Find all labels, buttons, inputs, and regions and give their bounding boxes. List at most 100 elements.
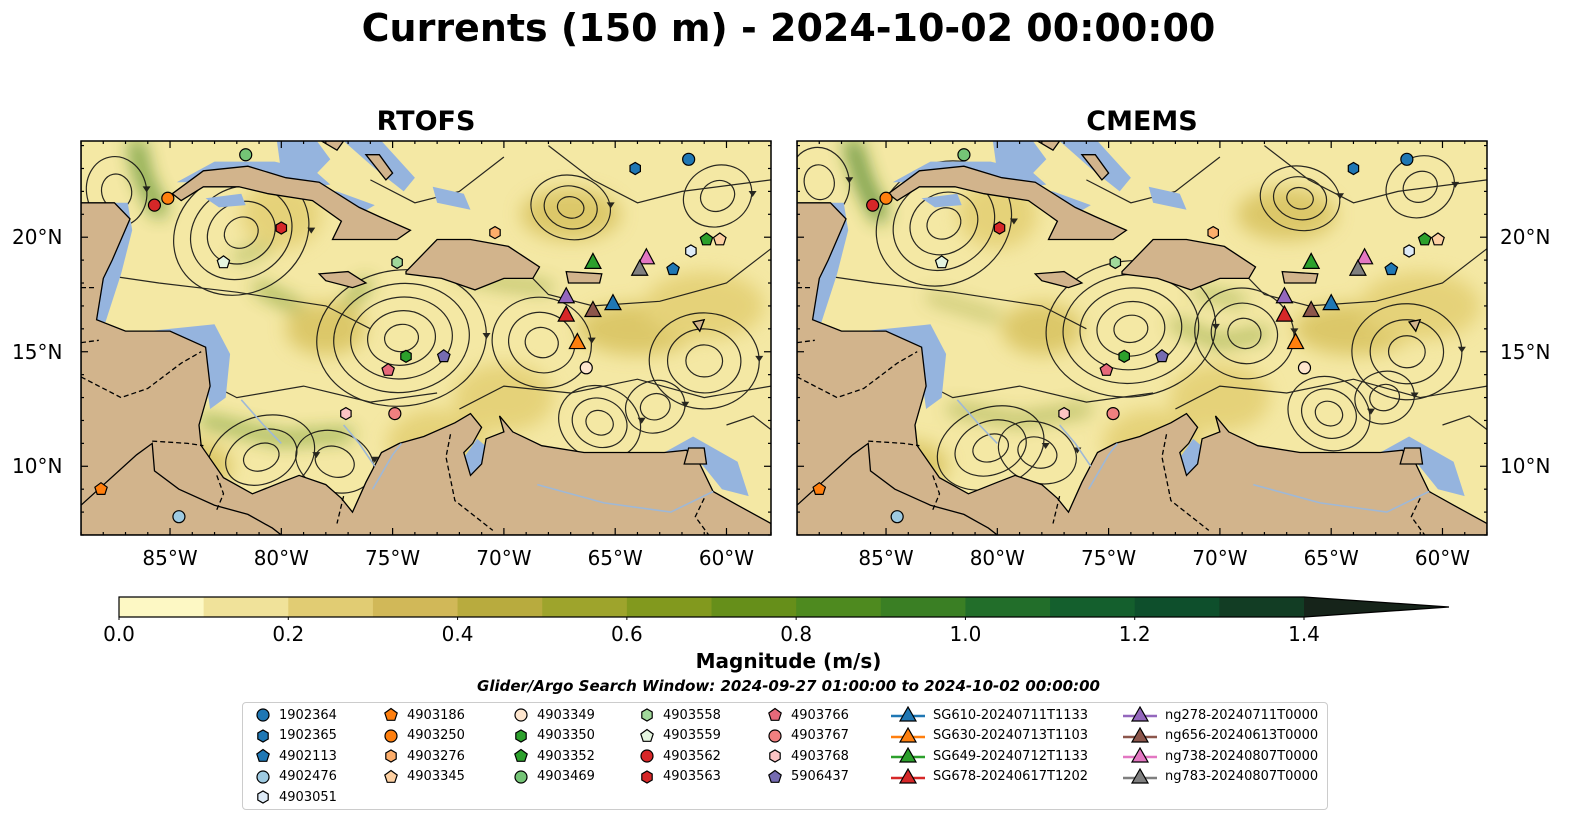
legend-marker-triangle (891, 767, 925, 784)
legend-entry: SG678-20240617T1202 (891, 767, 1088, 787)
marker-4903559 (216, 255, 231, 269)
legend-marker-hexagon (769, 749, 781, 763)
map-panel-rtofs (80, 140, 772, 536)
marker-4903563 (275, 221, 288, 235)
legend-marker-pentagon (514, 748, 528, 762)
search-window-text: Glider/Argo Search Window: 2024-09-27 01… (477, 677, 1100, 695)
land-bahamas_a (1036, 141, 1061, 152)
legend-entry: 4903349 (513, 705, 595, 725)
colorbar-tick-label: 1.4 (1288, 622, 1320, 646)
legend-label: 4903276 (407, 748, 465, 764)
legend-entry: ng783-20240807T0000 (1123, 767, 1318, 787)
marker-4903250 (879, 191, 893, 205)
legend-label: 4903352 (537, 748, 595, 764)
legend-entry: 4903350 (513, 726, 595, 746)
legend-label: ng656-20240613T0000 (1165, 728, 1319, 743)
panel-title-rtofs: RTOFS (376, 106, 476, 137)
legend-marker-circle (256, 769, 270, 784)
map-frame (80, 140, 772, 536)
legend-label: 4903051 (279, 789, 337, 805)
legend-label: 4902476 (279, 769, 337, 784)
legend-marker-hexagon (641, 708, 653, 722)
marker-4903051 (685, 244, 697, 258)
colorbar-tick-label: 0.8 (780, 622, 813, 646)
marker-1902365 (629, 161, 642, 176)
legend-marker-circle (384, 728, 398, 743)
legend-marker-pentagon (384, 707, 398, 721)
legend-label: 4903350 (537, 728, 595, 743)
legend-label: SG610-20240711T1133 (933, 707, 1089, 723)
legend-marker-hexagon (641, 769, 653, 784)
marker-4903345 (1431, 232, 1445, 246)
land-trinidad (1399, 447, 1424, 465)
legend-marker-triangle (1123, 747, 1157, 763)
marker-4903563 (993, 221, 1006, 235)
legend-marker-hexagon (385, 749, 397, 763)
legend-label: 5906437 (791, 769, 849, 784)
marker-4903051 (1403, 244, 1415, 258)
legend-entry: SG630-20240713T1103 (891, 726, 1088, 746)
legend-label: ng278-20240711T0000 (1165, 707, 1319, 723)
marker-4903768 (340, 406, 352, 421)
lat-tick-label: 15°N (12, 339, 63, 364)
legend-entry: SG610-20240711T1133 (891, 705, 1088, 725)
marker-ng656-20240613T0000 (1302, 300, 1321, 318)
legend-marker-pentagon (384, 769, 398, 783)
land-panama_s (81, 442, 283, 535)
legend-entry: 4903562 (639, 746, 721, 766)
lon-tick-label: 65°W (1303, 546, 1359, 570)
lat-tick-label: 20°N (12, 225, 63, 250)
marker-1902364 (682, 152, 696, 166)
legend-entry: ng278-20240711T0000 (1123, 705, 1318, 725)
lat-tick-label: 10°N (1500, 454, 1551, 479)
marker-4903250 (161, 191, 175, 205)
colorbar-tick-label: 1.0 (949, 622, 982, 646)
legend-entry: 4903345 (383, 767, 465, 787)
marker-ng738-20240807T0000 (1355, 247, 1374, 265)
marker-4903350 (1118, 349, 1130, 363)
legend-entry: 1902365 (255, 726, 337, 746)
lon-tick-label: 60°W (698, 546, 755, 570)
legend-marker-triangle (891, 726, 925, 743)
land-trinidad (683, 447, 708, 465)
marker-4903562 (866, 198, 880, 212)
legend-entry: 4903766 (767, 705, 849, 725)
legend-label: 4903558 (663, 707, 721, 723)
map-panel-cmems (796, 140, 1488, 536)
legend-label: 1902365 (279, 728, 337, 743)
legend-marker-pentagon (640, 728, 654, 742)
legend-entry: 4903186 (383, 705, 465, 725)
marker-4903768 (1058, 406, 1070, 421)
land-lesser (691, 318, 706, 333)
lon-tick-label: 75°W (1080, 546, 1137, 570)
lon-tick-label: 60°W (1414, 546, 1471, 570)
panel-title-cmems: CMEMS (1086, 106, 1198, 137)
colorbar-tick-label: 0.2 (272, 622, 305, 646)
marker-ng656-20240613T0000 (583, 300, 602, 318)
land-panama_s (797, 442, 999, 535)
legend-label: 4903768 (791, 748, 849, 764)
legend-entry: ng656-20240613T0000 (1123, 726, 1318, 746)
legend-label: 1902364 (279, 707, 337, 723)
legend-marker-circle (514, 769, 528, 784)
marker-SG649-20240712T1133 (583, 252, 602, 270)
colorbar-tick-label: 1.2 (1118, 622, 1151, 646)
legend-label: SG649-20240712T1133 (933, 748, 1089, 764)
marker-4903350 (400, 349, 412, 363)
marker-4903186 (812, 481, 827, 495)
legend-entry: 4903469 (513, 767, 595, 787)
marker-4903345 (712, 232, 727, 246)
lon-tick-label: 70°W (476, 546, 532, 570)
map-frame (796, 140, 1488, 536)
legend-label: 4903767 (791, 728, 849, 743)
marker-SG610-20240711T1133 (603, 293, 622, 311)
marker-4903562 (147, 198, 162, 212)
legend-label: 4903349 (537, 707, 595, 723)
legend-label: SG630-20240713T1103 (933, 728, 1089, 743)
lon-tick-label: 85°W (142, 546, 198, 570)
legend-entry: 1902364 (255, 705, 337, 725)
land-bahamas_a (320, 141, 345, 152)
legend-label: 4903766 (791, 707, 849, 723)
legend-marker-pentagon (768, 707, 782, 721)
legend-label: 4903559 (663, 728, 721, 743)
